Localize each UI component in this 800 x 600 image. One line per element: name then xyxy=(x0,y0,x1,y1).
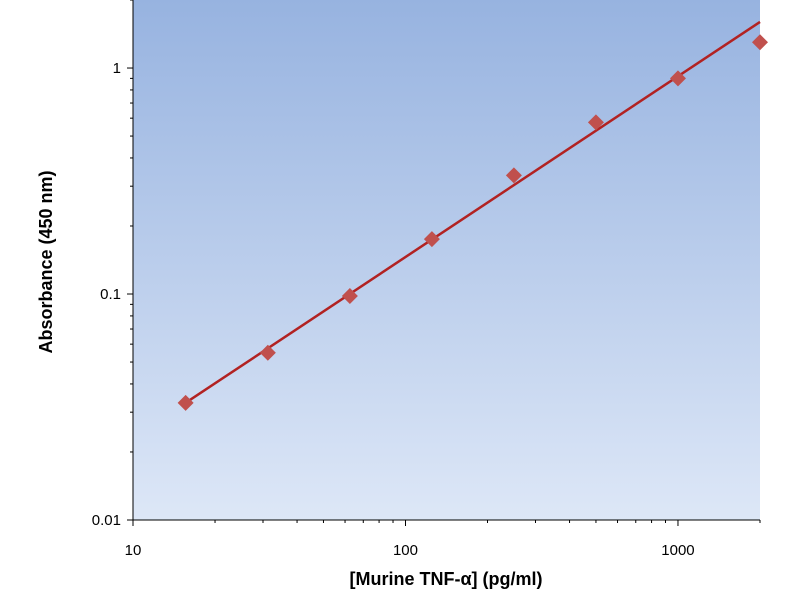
data-point xyxy=(341,287,358,304)
plot-area xyxy=(133,0,760,520)
y-tick-label: 0.1 xyxy=(100,286,121,303)
y-axis-title: Absorbance (450 nm) xyxy=(36,170,56,353)
x-axis-title: [Murine TNF-α] (pg/ml) xyxy=(349,569,542,589)
x-tick-label: 100 xyxy=(393,542,418,559)
data-point xyxy=(423,231,440,248)
x-tick-label: 1000 xyxy=(661,542,694,559)
data-point xyxy=(669,70,686,87)
data-point xyxy=(259,344,276,361)
data-point xyxy=(587,114,604,131)
x-tick-label: 10 xyxy=(125,542,142,559)
data-point xyxy=(505,167,522,184)
data-point xyxy=(752,34,768,51)
data-point xyxy=(177,394,194,411)
y-tick-label: 0.01 xyxy=(92,512,121,529)
y-tick-label: 1 xyxy=(113,60,121,77)
trend-line xyxy=(184,20,761,404)
